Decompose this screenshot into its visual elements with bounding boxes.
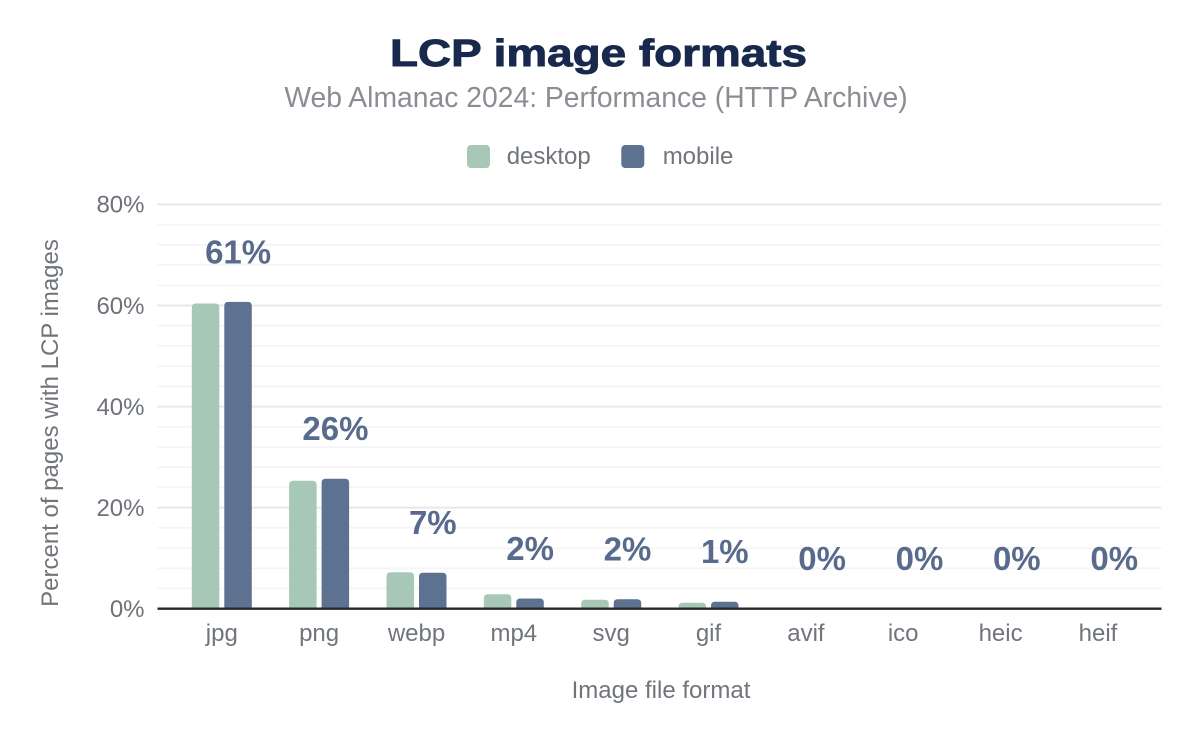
svg-text:61%: 61% bbox=[205, 233, 271, 270]
svg-text:60%: 60% bbox=[96, 293, 144, 320]
svg-text:Percent of pages with LCP imag: Percent of pages with LCP images bbox=[37, 239, 64, 607]
svg-text:2%: 2% bbox=[506, 530, 554, 567]
svg-text:svg: svg bbox=[593, 620, 630, 647]
svg-text:Web Almanac 2024: Performance: Web Almanac 2024: Performance (HTTP Arch… bbox=[284, 81, 907, 113]
svg-text:2%: 2% bbox=[604, 531, 652, 568]
svg-text:0%: 0% bbox=[798, 540, 846, 577]
svg-text:heif: heif bbox=[1079, 620, 1118, 647]
svg-text:png: png bbox=[299, 620, 339, 647]
svg-text:0%: 0% bbox=[110, 596, 145, 623]
svg-text:jpg: jpg bbox=[205, 620, 238, 647]
svg-text:webp: webp bbox=[387, 620, 445, 647]
svg-text:80%: 80% bbox=[96, 192, 144, 219]
svg-text:gif: gif bbox=[696, 620, 722, 647]
svg-text:7%: 7% bbox=[409, 504, 457, 541]
svg-text:LCP image formats: LCP image formats bbox=[390, 32, 807, 74]
svg-text:avif: avif bbox=[787, 620, 825, 647]
svg-text:26%: 26% bbox=[302, 410, 368, 447]
svg-text:heic: heic bbox=[979, 620, 1023, 647]
svg-text:0%: 0% bbox=[993, 540, 1041, 577]
svg-text:1%: 1% bbox=[701, 533, 749, 570]
svg-text:0%: 0% bbox=[1090, 540, 1138, 577]
svg-text:mp4: mp4 bbox=[490, 620, 537, 647]
svg-text:40%: 40% bbox=[96, 394, 144, 421]
svg-text:mobile: mobile bbox=[663, 143, 734, 170]
svg-text:Image file format: Image file format bbox=[572, 677, 751, 704]
svg-text:ico: ico bbox=[888, 620, 919, 647]
svg-text:desktop: desktop bbox=[507, 143, 591, 170]
svg-text:0%: 0% bbox=[896, 540, 944, 577]
svg-text:20%: 20% bbox=[96, 495, 144, 522]
